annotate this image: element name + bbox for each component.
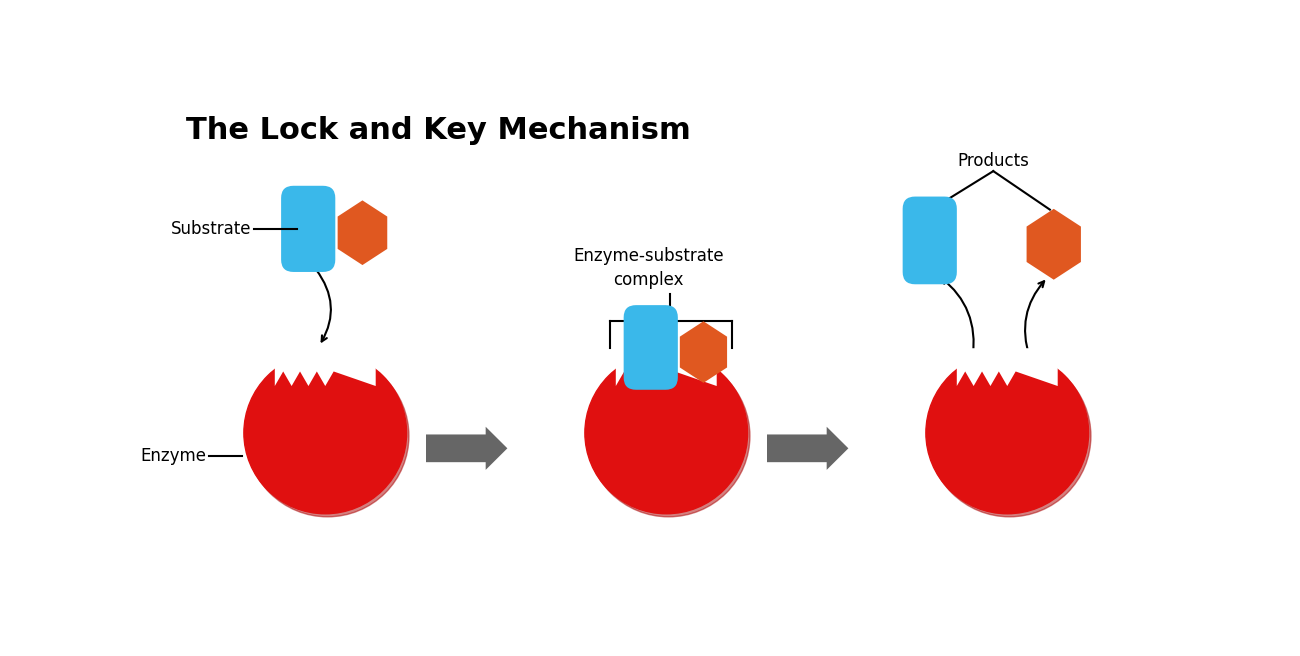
FancyBboxPatch shape bbox=[624, 305, 677, 390]
Circle shape bbox=[585, 352, 747, 514]
Text: Products: Products bbox=[957, 152, 1030, 170]
Text: Enzyme: Enzyme bbox=[140, 447, 207, 465]
Polygon shape bbox=[1027, 209, 1080, 279]
Circle shape bbox=[244, 352, 407, 514]
Polygon shape bbox=[426, 427, 507, 470]
Circle shape bbox=[246, 355, 410, 517]
FancyBboxPatch shape bbox=[902, 197, 957, 284]
Circle shape bbox=[926, 352, 1088, 514]
Polygon shape bbox=[338, 200, 387, 265]
Text: The Lock and Key Mechanism: The Lock and Key Mechanism bbox=[186, 115, 690, 145]
Text: Enzyme-substrate
complex: Enzyme-substrate complex bbox=[573, 247, 724, 289]
Polygon shape bbox=[957, 348, 1058, 386]
Polygon shape bbox=[274, 348, 376, 386]
Circle shape bbox=[928, 355, 1091, 517]
Polygon shape bbox=[767, 427, 849, 470]
Text: Substrate: Substrate bbox=[172, 220, 252, 238]
FancyBboxPatch shape bbox=[281, 186, 335, 272]
Polygon shape bbox=[616, 348, 716, 386]
Circle shape bbox=[588, 355, 750, 517]
Polygon shape bbox=[680, 321, 727, 383]
